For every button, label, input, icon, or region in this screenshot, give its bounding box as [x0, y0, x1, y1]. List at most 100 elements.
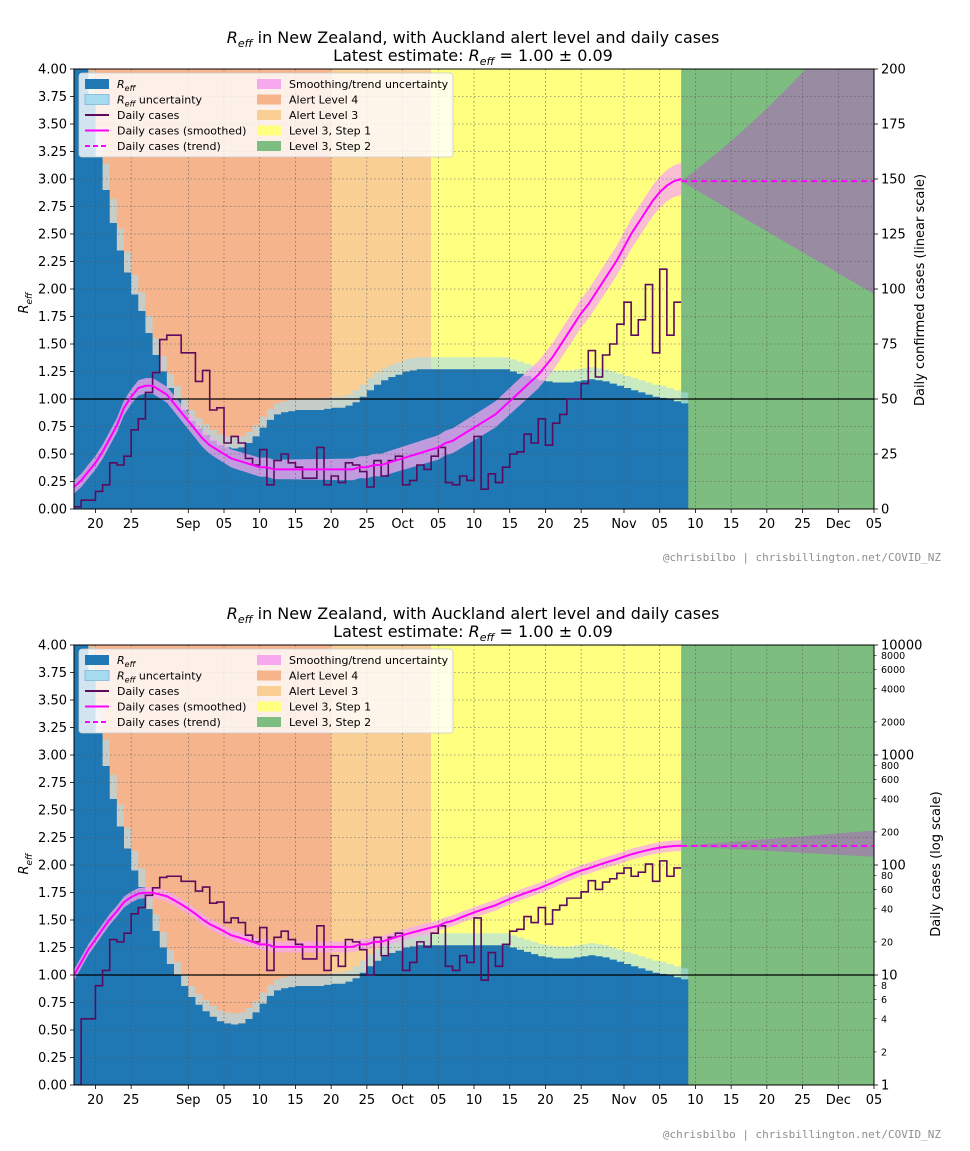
bottom-right-minor-tick-label: 8000 — [881, 651, 905, 662]
top-x-tick-label: 05 — [216, 517, 233, 532]
bottom-x-tick-label: 20 — [759, 1093, 776, 1108]
top-x-tick-label: 25 — [123, 517, 140, 532]
bottom-x-tick-label: 10 — [687, 1093, 704, 1108]
bottom-y-tick-label: 3.25 — [38, 721, 67, 736]
top-smoothed-line — [74, 178, 682, 488]
bottom-right-tick-label: 10 — [881, 969, 898, 984]
top-x-tick-label: Sep — [176, 517, 201, 532]
bottom-projection-band — [681, 830, 874, 857]
bottom-right-minor-tick-label: 40 — [881, 904, 893, 915]
bottom-legend-label: Smoothing/trend uncertainty — [289, 654, 449, 667]
bottom-legend-label: Alert Level 4 — [289, 670, 358, 683]
top-x-tick-label: 20 — [87, 517, 104, 532]
top-x-tick-label: 15 — [501, 517, 518, 532]
bottom-x-tick-label: 05 — [216, 1093, 233, 1108]
bottom-x-tick-label: 25 — [359, 1093, 376, 1108]
top-y-tick-label: 0.50 — [38, 448, 67, 463]
chart-bottom-title-line2: Latest estimate: Reff = 1.00 ± 0.09 — [333, 622, 613, 644]
top-y-tick-label: 1.25 — [38, 365, 67, 380]
bottom-legend-swatch — [257, 655, 281, 665]
top-y-tick-label: 4.00 — [38, 63, 67, 78]
chart-bottom-title-line1: Reff in New Zealand, with Auckland alert… — [227, 604, 720, 626]
bottom-legend-label: Daily cases (smoothed) — [117, 701, 246, 714]
bottom-y-ticks: 0.00 0.25 0.50 0.75 1.00 1.25 1.50 1.75 2.00 2.25… — [38, 639, 74, 1094]
bottom-x-tick-label: 20 — [87, 1093, 104, 1108]
bottom-legend-label: Reff — [117, 654, 137, 669]
top-x-tick-label: 10 — [466, 517, 483, 532]
top-legend-swatch — [85, 79, 109, 89]
bottom-y-tick-label: 3.50 — [38, 694, 67, 709]
bottom-right-minor-tick-label: 2 — [881, 1047, 887, 1058]
top-x-tick-label: 05 — [866, 517, 883, 532]
bottom-right-minor-tick-label: 800 — [881, 761, 899, 772]
top-y-tick-label: 2.00 — [38, 283, 67, 298]
top-x-tick-label: 15 — [287, 517, 304, 532]
top-x-tick-label: 05 — [430, 517, 447, 532]
bottom-smoothed-line — [74, 844, 682, 976]
bottom-y-tick-label: 1.50 — [38, 914, 67, 929]
bottom-right-minor-tick-label: 4 — [881, 1014, 887, 1025]
top-x-ticks: 20 25 Sep 05 10 15 20 25 Oct 05 10 15 20 25 Nov 05 10 15 2… — [87, 509, 882, 532]
top-y-tick-label: 3.00 — [38, 173, 67, 188]
top-x-tick-label: 25 — [359, 517, 376, 532]
bottom-legend-swatch — [257, 701, 281, 712]
top-y-tick-label: 0.25 — [38, 475, 67, 490]
chart-top-y-axis-label: Reff — [17, 291, 35, 314]
top-right-tick-label: 50 — [881, 393, 898, 408]
top-legend-label: Level 3, Step 2 — [289, 140, 371, 153]
bottom-x-tick-label: 10 — [466, 1093, 483, 1108]
bottom-right-minor-tick-label: 400 — [881, 794, 899, 805]
top-y-tick-label: 1.00 — [38, 393, 67, 408]
bottom-x-tick-label: 20 — [537, 1093, 554, 1108]
top-y-ticks: 0.00 0.25 0.50 0.75 1.00 1.25 1.50 1.75 2.00 2.25… — [38, 63, 74, 518]
top-right-tick-label: 75 — [881, 338, 898, 353]
top-legend-label: Reff — [117, 78, 137, 93]
top-legend-label: Daily cases — [117, 109, 180, 122]
top-legend-label: Reff uncertainty — [117, 94, 203, 109]
top-plot-body — [74, 69, 874, 509]
top-right-tick-label: 0 — [881, 503, 889, 518]
top-y-tick-label: 3.75 — [38, 90, 67, 105]
top-legend-swatch — [257, 125, 281, 136]
bottom-y-tick-label: 0.50 — [38, 1024, 67, 1039]
top-right-tick-label: 125 — [881, 228, 906, 243]
bottom-right-minor-tick-label: 80 — [881, 871, 893, 882]
bottom-right-minor-tick-label: 8 — [881, 981, 887, 992]
top-x-tick-label: 20 — [323, 517, 340, 532]
top-x-tick-label: 20 — [759, 517, 776, 532]
chart-bottom: Reff in New Zealand, with Auckland alert… — [17, 604, 944, 1141]
chart-top-title-line1: Reff in New Zealand, with Auckland alert… — [227, 28, 720, 50]
bottom-right-minor-tick-label: 200 — [881, 827, 899, 838]
top-projection-band — [681, 69, 874, 295]
bottom-right-minor-tick-label: 6 — [881, 995, 887, 1006]
bottom-x-tick-label: 15 — [501, 1093, 518, 1108]
bottom-y-tick-label: 2.75 — [38, 776, 67, 791]
top-y-tick-label: 0.00 — [38, 503, 67, 518]
top-legend-swatch — [84, 94, 110, 105]
top-right-tick-label: 200 — [881, 63, 906, 78]
bottom-legend-label: Daily cases — [117, 685, 180, 698]
bottom-x-ticks: 20 25 Sep 05 10 15 20 25 Oct 05 10 15 20 25 Nov 05 10 15 2… — [87, 1085, 882, 1108]
top-legend-label: Smoothing/trend uncertainty — [289, 78, 449, 91]
top-legend-swatch — [257, 141, 281, 151]
chart-bottom-right-axis-label: Daily cases (log scale) — [929, 791, 944, 936]
top-y-tick-label: 2.75 — [38, 200, 67, 215]
top-y-tick-label: 3.25 — [38, 145, 67, 160]
bottom-x-tick-label: 05 — [866, 1093, 883, 1108]
top-x-tick-label: 10 — [687, 517, 704, 532]
top-legend-label: Daily cases (trend) — [117, 140, 221, 153]
bottom-y-tick-label: 2.00 — [38, 859, 67, 874]
bottom-right-minor-tick-label: 20 — [881, 937, 893, 948]
top-x-tick-label: 20 — [537, 517, 554, 532]
bottom-y-tick-label: 0.75 — [38, 996, 67, 1011]
top-x-tick-label: 10 — [251, 517, 268, 532]
bottom-x-tick-label: Sep — [176, 1093, 201, 1108]
bottom-y-tick-label: 1.25 — [38, 941, 67, 956]
bottom-x-tick-label: 25 — [573, 1093, 590, 1108]
bottom-x-tick-label: 25 — [123, 1093, 140, 1108]
top-daily-cases-line — [74, 268, 682, 508]
top-x-tick-label: 25 — [573, 517, 590, 532]
